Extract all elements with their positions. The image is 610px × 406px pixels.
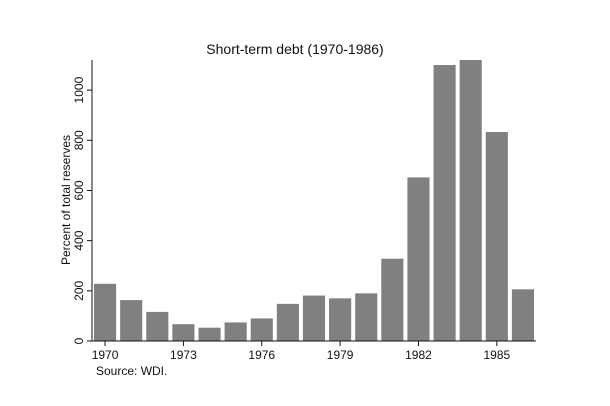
bar-1972: [146, 311, 169, 341]
source-note: Source: WDI.: [96, 364, 167, 378]
y-tick-label-200: 200: [72, 280, 86, 300]
x-tick-label-1973: 1973: [170, 348, 197, 362]
x-tick-label-1982: 1982: [405, 348, 432, 362]
bar-1977: [276, 303, 299, 341]
chart-title: Short-term debt (1970-1986): [206, 41, 383, 57]
x-tick-label-1970: 1970: [92, 348, 119, 362]
y-axis-label: Percent of total reserves: [59, 135, 73, 265]
y-axis: 0 200 400 600 800 1000: [72, 60, 93, 344]
y-tick-label-0: 0: [72, 337, 86, 344]
x-tick-label-1979: 1979: [327, 348, 354, 362]
bar-1975: [224, 322, 247, 341]
x-tick-label-1976: 1976: [248, 348, 275, 362]
plot-area: [94, 60, 534, 342]
bar-1980: [355, 293, 378, 341]
bar-1981: [381, 258, 404, 341]
bar-1984: [459, 60, 482, 341]
y-tick-label-600: 600: [72, 180, 86, 200]
bar-1973: [172, 324, 195, 341]
bar-1970: [94, 283, 117, 341]
y-tick-label-400: 400: [72, 230, 86, 250]
bar-1976: [250, 318, 273, 341]
bar-1983: [433, 65, 456, 342]
bar-1985: [485, 132, 508, 341]
bar-1978: [302, 295, 326, 341]
x-axis: 1970 1973 1976 1979 1982 1985: [92, 340, 536, 362]
y-tick-label-1000: 1000: [72, 76, 86, 103]
bar-1982: [407, 177, 430, 341]
bar-1974: [198, 327, 221, 341]
bar-1986: [511, 289, 534, 341]
bar-1979: [329, 298, 352, 341]
bar-1971: [120, 300, 143, 341]
x-tick-label-1985: 1985: [483, 348, 510, 362]
y-tick-label-800: 800: [72, 130, 86, 150]
